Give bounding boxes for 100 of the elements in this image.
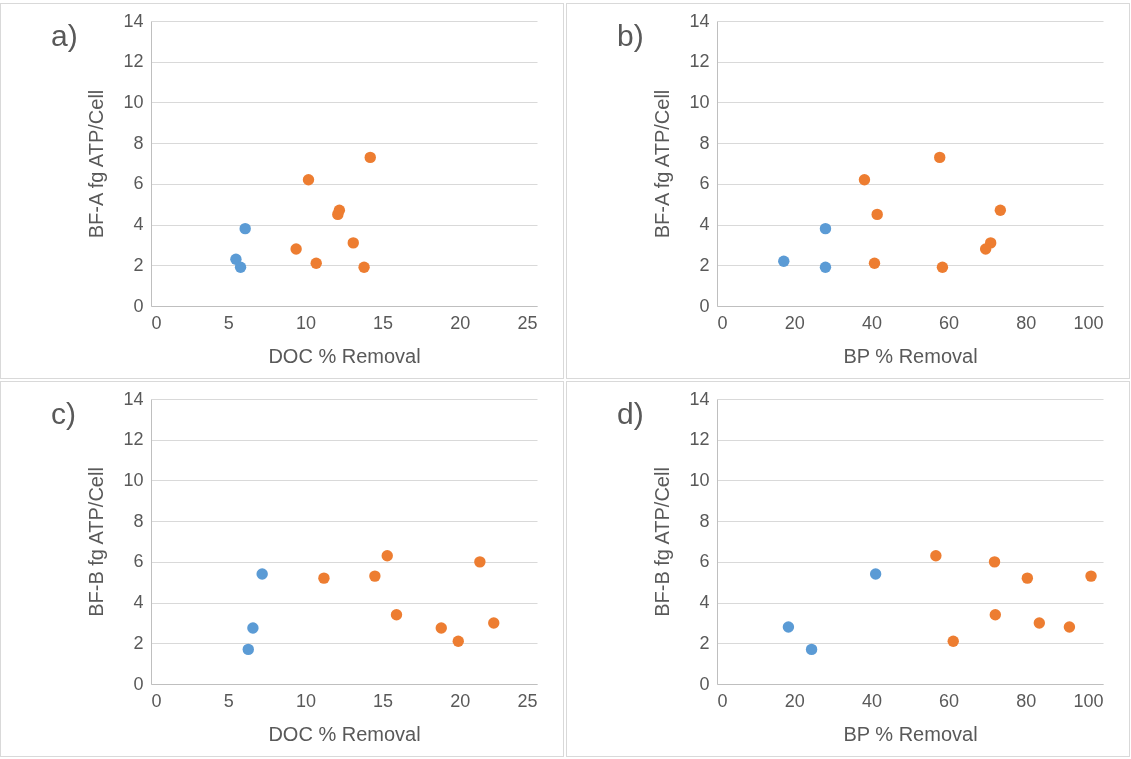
x-tick-label: 25: [517, 312, 538, 333]
point: [302, 174, 315, 186]
x-tick-label: 0: [151, 690, 162, 711]
y-axis-title: BF-B fg ATP/Cell: [651, 467, 674, 617]
chart-title: d): [617, 397, 644, 430]
point: [988, 556, 1001, 568]
point: [1063, 621, 1076, 633]
point: [868, 257, 881, 269]
x-tick-label: 100: [1073, 690, 1104, 711]
point: [1085, 570, 1097, 582]
y-tick-label: 2: [699, 254, 710, 275]
y-tick-label: 6: [133, 551, 144, 572]
y-tick-label: 14: [123, 10, 144, 31]
y-tick-label: 2: [133, 632, 144, 653]
point: [234, 261, 247, 274]
y-tick-label: 0: [133, 295, 144, 316]
y-tick-label: 0: [133, 673, 144, 694]
x-tick-label: 5: [223, 690, 234, 711]
point: [979, 243, 992, 255]
x-tick-label: 20: [784, 690, 805, 711]
point: [819, 261, 832, 274]
point: [869, 568, 882, 580]
point: [256, 568, 268, 580]
point: [936, 261, 949, 274]
y-tick-label: 6: [133, 173, 144, 194]
point: [871, 208, 883, 221]
point: [239, 222, 251, 235]
y-tick-label: 0: [699, 673, 710, 694]
x-tick-label: 20: [450, 312, 471, 333]
chart-title: c): [51, 397, 76, 430]
x-tick-label: 100: [1073, 312, 1104, 333]
y-tick-label: 12: [123, 51, 144, 72]
point: [358, 261, 370, 274]
x-tick-label: 20: [450, 690, 471, 711]
point: [452, 635, 464, 647]
chart-title: b): [617, 19, 644, 52]
point: [364, 151, 376, 164]
point: [934, 151, 946, 164]
point: [782, 621, 795, 633]
point: [805, 643, 818, 656]
x-axis-title: BP % Removal: [843, 344, 978, 367]
x-tick-label: 5: [223, 312, 234, 333]
y-tick-label: 4: [133, 592, 144, 613]
y-tick-label: 0: [699, 295, 710, 316]
point: [858, 174, 871, 186]
x-tick-label: 0: [717, 690, 728, 711]
point: [247, 622, 259, 634]
y-tick-label: 2: [699, 632, 710, 653]
x-tick-label: 80: [1016, 690, 1037, 711]
point: [318, 572, 330, 584]
x-tick-label: 25: [517, 690, 538, 711]
point: [369, 570, 381, 582]
y-tick-label: 12: [689, 51, 710, 72]
y-tick-label: 4: [133, 214, 144, 235]
x-tick-label: 40: [861, 690, 882, 711]
point: [930, 550, 942, 562]
point: [347, 237, 359, 249]
point: [310, 257, 322, 269]
point: [390, 609, 403, 621]
x-axis-title: BP % Removal: [843, 722, 978, 745]
x-tick-label: 40: [861, 312, 882, 333]
chart-title: a): [51, 19, 78, 52]
point: [290, 243, 302, 255]
y-tick-label: 12: [123, 429, 144, 450]
x-axis-title: DOC % Removal: [268, 722, 421, 745]
x-tick-label: 80: [1016, 312, 1037, 333]
point: [819, 222, 832, 235]
point: [474, 556, 486, 568]
y-axis-title: BF-A fg ATP/Cell: [85, 89, 108, 239]
x-tick-label: 60: [939, 690, 960, 711]
point: [947, 635, 959, 647]
y-tick-label: 4: [699, 214, 710, 235]
y-tick-label: 14: [689, 388, 710, 409]
point: [381, 550, 393, 562]
y-tick-label: 10: [689, 469, 710, 490]
y-tick-label: 10: [689, 91, 710, 112]
y-axis-title: BF-A fg ATP/Cell: [651, 89, 674, 239]
x-tick-label: 15: [373, 312, 394, 333]
point: [989, 609, 1002, 621]
x-tick-label: 60: [939, 312, 960, 333]
point: [1021, 572, 1034, 584]
y-tick-label: 14: [123, 388, 144, 409]
x-tick-label: 10: [295, 690, 316, 711]
y-tick-label: 12: [689, 429, 710, 450]
y-tick-label: 8: [699, 510, 710, 531]
point: [488, 617, 500, 629]
y-tick-label: 6: [699, 551, 710, 572]
x-tick-label: 0: [717, 312, 728, 333]
point: [435, 622, 447, 634]
point: [778, 255, 790, 267]
x-tick-label: 10: [295, 312, 316, 333]
y-axis-title: BF-B fg ATP/Cell: [85, 467, 108, 617]
point: [994, 204, 1007, 217]
y-tick-label: 10: [123, 91, 144, 112]
y-tick-label: 8: [133, 132, 144, 153]
y-tick-label: 10: [123, 469, 144, 490]
y-tick-label: 2: [133, 254, 144, 275]
y-tick-label: 8: [133, 510, 144, 531]
x-axis-title: DOC % Removal: [268, 344, 421, 367]
y-tick-label: 8: [699, 132, 710, 153]
